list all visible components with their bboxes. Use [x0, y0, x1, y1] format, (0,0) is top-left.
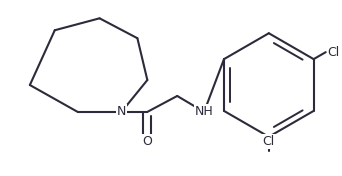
Text: O: O — [142, 135, 152, 148]
Text: NH: NH — [195, 105, 213, 118]
Text: Cl: Cl — [263, 135, 275, 148]
Text: N: N — [117, 105, 126, 118]
Text: Cl: Cl — [328, 46, 340, 59]
